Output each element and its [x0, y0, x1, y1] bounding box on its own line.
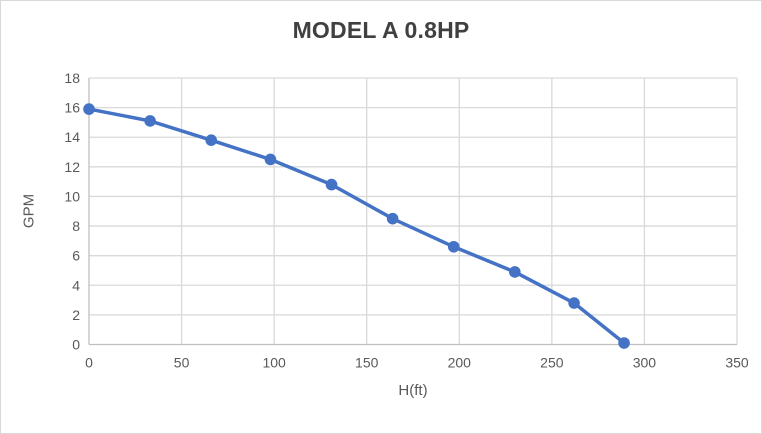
x-tick-label: 350 [725, 355, 749, 371]
y-tick-label: 4 [72, 277, 80, 293]
x-tick-label: 250 [540, 355, 564, 371]
y-tick-label: 0 [72, 337, 80, 353]
chart-title: MODEL A 0.8HP [292, 17, 470, 43]
x-axis-title: H(ft) [398, 382, 428, 399]
series-line [87, 107, 626, 345]
x-tick-label: 200 [448, 355, 472, 371]
y-tick-label: 12 [64, 159, 80, 175]
data-point [264, 153, 277, 166]
x-tick-label: 0 [85, 355, 93, 371]
y-tick-label: 6 [72, 248, 80, 264]
x-tick-label: 50 [174, 355, 190, 371]
y-tick-label: 10 [64, 188, 80, 204]
data-point [325, 178, 338, 191]
data-point [509, 266, 521, 278]
y-tick-label: 2 [72, 307, 80, 323]
y-axis-title: GPM [20, 193, 38, 229]
y-tick-label: 8 [72, 218, 80, 234]
y-tick-label: 16 [64, 100, 80, 116]
x-tick-label: 100 [262, 355, 286, 371]
data-point [618, 337, 630, 349]
data-point [205, 134, 217, 146]
data-point [568, 297, 580, 309]
y-tick-label: 14 [64, 129, 80, 145]
data-point [447, 240, 460, 253]
data-point [83, 103, 95, 115]
y-tick-label: 18 [64, 70, 80, 86]
x-tick-label: 300 [633, 355, 657, 371]
x-tick-label: 150 [355, 355, 379, 371]
data-point [386, 212, 399, 225]
data-point [144, 115, 156, 127]
